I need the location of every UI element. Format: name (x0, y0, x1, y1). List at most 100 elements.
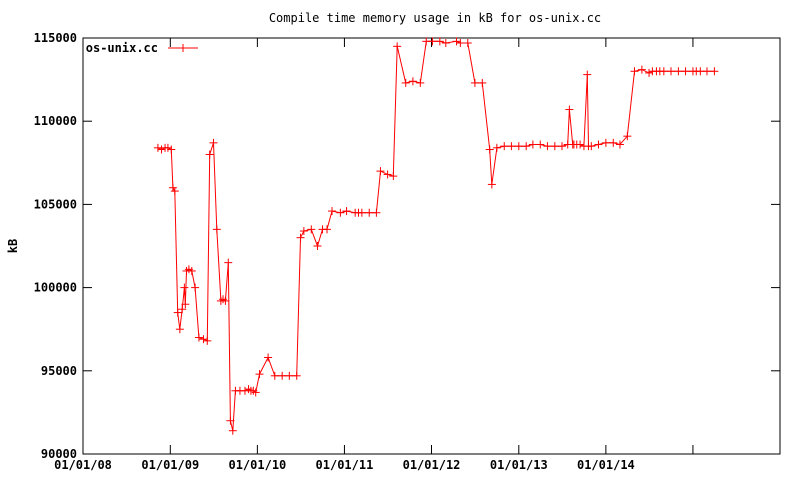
data-point (357, 208, 366, 217)
data-point (199, 335, 208, 344)
data-point (645, 68, 654, 77)
data-point (703, 67, 712, 76)
x-tick-label: 01/01/12 (403, 458, 461, 472)
data-point (485, 145, 494, 154)
y-tick-label: 90000 (41, 447, 77, 461)
data-point (514, 142, 523, 151)
y-axis-label: kB (6, 239, 20, 253)
data-point (500, 142, 509, 151)
data-point (278, 371, 287, 380)
data-point (393, 42, 402, 51)
data-point (313, 242, 322, 250)
axis-ticks: 90000 95000 100000 105000 110000 115000 01/01/… (34, 31, 781, 472)
data-point (637, 65, 646, 74)
legend-label: os-unix.cc (86, 41, 158, 55)
data-point (224, 258, 233, 267)
data-point (522, 142, 531, 151)
data-point (226, 416, 235, 425)
data-point (681, 67, 690, 76)
data-point (270, 371, 279, 380)
data-point (157, 145, 166, 154)
data-point (435, 37, 444, 46)
data-point (323, 225, 332, 234)
y-tick-label: 115000 (34, 31, 77, 45)
data-point (299, 227, 308, 236)
data-point (209, 138, 218, 147)
data-point (674, 67, 683, 76)
x-tick-label: 01/01/11 (316, 458, 374, 472)
data-point (153, 143, 162, 152)
data-point (255, 370, 264, 379)
series-layer (153, 37, 719, 435)
data-point (168, 183, 177, 192)
y-tick-label: 100000 (34, 281, 77, 295)
data-point (163, 143, 172, 152)
data-point (228, 426, 237, 435)
data-point (401, 78, 410, 87)
data-point (292, 371, 301, 380)
data-point (587, 142, 596, 151)
data-point (328, 207, 337, 216)
x-tick-label: 01/01/14 (577, 458, 635, 472)
y-tick-label: 105000 (34, 197, 77, 211)
data-point (296, 233, 305, 242)
data-point (463, 38, 472, 47)
data-point (167, 145, 176, 154)
data-point (175, 325, 184, 334)
data-point (365, 208, 374, 217)
data-point (594, 140, 603, 149)
data-point (264, 353, 273, 362)
data-point (180, 283, 189, 292)
data-point (408, 77, 417, 86)
data-point (557, 142, 566, 151)
data-point (583, 70, 592, 79)
legend: os-unix.cc (86, 41, 198, 55)
data-point (710, 67, 719, 76)
data-point (478, 78, 487, 87)
data-point (389, 172, 398, 181)
chart-title: Compile time memory usage in kB for os-u… (269, 11, 601, 25)
x-tick-label: 01/01/13 (490, 458, 548, 472)
legend-marker (179, 44, 187, 52)
data-point (492, 143, 501, 152)
data-point (630, 67, 639, 76)
data-point (528, 140, 537, 149)
data-point (550, 142, 559, 151)
data-point (205, 150, 214, 159)
data-point (372, 208, 381, 217)
data-point (191, 283, 200, 292)
data-point (536, 140, 545, 149)
data-point (173, 308, 182, 317)
data-point (666, 67, 675, 76)
data-point (609, 138, 618, 147)
data-point (487, 180, 496, 189)
x-tick-label: 01/01/09 (141, 458, 199, 472)
data-point (470, 78, 479, 87)
data-point (507, 142, 516, 151)
data-point (383, 170, 392, 179)
data-point (170, 187, 179, 196)
data-point (194, 333, 203, 342)
data-point (416, 78, 425, 87)
data-point (376, 167, 385, 176)
data-point (576, 140, 585, 149)
data-point (181, 300, 190, 309)
data-point (659, 67, 668, 76)
data-point (212, 225, 221, 234)
data-point (623, 132, 632, 141)
data-point (601, 138, 610, 147)
y-tick-label: 110000 (34, 114, 77, 128)
data-point (543, 142, 552, 151)
data-point (285, 371, 294, 380)
data-point (452, 37, 461, 46)
data-point (221, 296, 230, 305)
y-tick-label: 95000 (41, 364, 77, 378)
data-point (251, 388, 260, 397)
data-point (441, 38, 450, 47)
data-point (456, 38, 465, 47)
data-point (428, 37, 437, 46)
data-point (203, 336, 212, 345)
data-point (696, 67, 705, 76)
